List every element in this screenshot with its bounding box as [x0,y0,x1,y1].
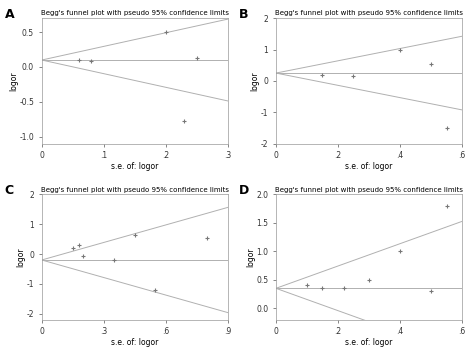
Text: D: D [239,184,249,197]
Text: A: A [5,8,14,21]
Y-axis label: logor: logor [9,71,18,91]
Title: Begg's funnel plot with pseudo 95% confidence limits: Begg's funnel plot with pseudo 95% confi… [41,187,229,193]
Text: B: B [239,8,248,21]
Y-axis label: logor: logor [16,247,25,267]
Y-axis label: logor: logor [246,247,255,267]
Text: C: C [5,184,14,197]
X-axis label: s.e. of: logor: s.e. of: logor [345,338,392,347]
X-axis label: s.e. of: logor: s.e. of: logor [111,162,158,170]
Title: Begg's funnel plot with pseudo 95% confidence limits: Begg's funnel plot with pseudo 95% confi… [41,11,229,16]
Y-axis label: logor: logor [250,71,259,91]
Title: Begg's funnel plot with pseudo 95% confidence limits: Begg's funnel plot with pseudo 95% confi… [275,11,463,16]
X-axis label: s.e. of: logor: s.e. of: logor [111,338,158,347]
Title: Begg's funnel plot with pseudo 95% confidence limits: Begg's funnel plot with pseudo 95% confi… [275,187,463,193]
X-axis label: s.e. of: logor: s.e. of: logor [345,162,392,170]
